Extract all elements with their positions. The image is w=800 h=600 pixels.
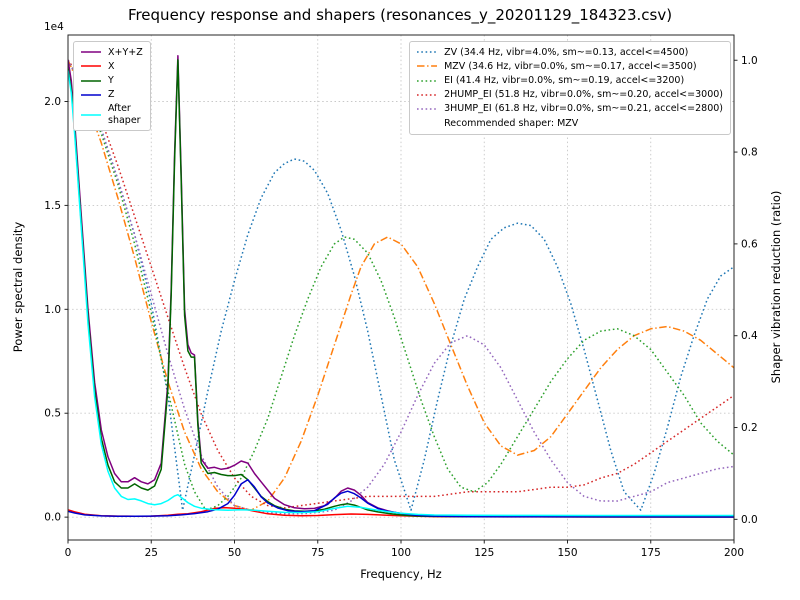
legend-item-2hump-ei: 2HUMP_EI (51.8 Hz, vibr=0.0%, sm~=0.20, … bbox=[416, 88, 723, 102]
line-mzv bbox=[68, 59, 734, 511]
x-tick-label: 50 bbox=[228, 547, 241, 559]
legend-item-3hump-ei: 3HUMP_EI (61.8 Hz, vibr=0.0%, sm~=0.21, … bbox=[416, 102, 723, 116]
legend-item-x-y-z: X+Y+Z bbox=[80, 45, 143, 59]
legend-item-mzv: MZV (34.6 Hz, vibr=0.0%, sm~=0.17, accel… bbox=[416, 59, 723, 73]
x-tick-label: 125 bbox=[474, 547, 494, 559]
legend-line-sample-icon bbox=[81, 113, 101, 116]
legend-item-zv: ZV (34.4 Hz, vibr=4.0%, sm~=0.13, accel<… bbox=[416, 45, 723, 59]
legend-line-sample-icon bbox=[81, 79, 101, 82]
legend-line-sample-icon bbox=[417, 108, 438, 110]
legend-line-sample-icon bbox=[81, 93, 101, 96]
legend-item-label: MZV (34.6 Hz, vibr=0.0%, sm~=0.17, accel… bbox=[444, 60, 697, 72]
y-axis-offset-text: 1e4 bbox=[44, 21, 64, 33]
legend-item-label: ZV (34.4 Hz, vibr=4.0%, sm~=0.13, accel<… bbox=[444, 46, 689, 58]
y-tick-label-right: 0.4 bbox=[741, 330, 758, 342]
x-tick-label: 100 bbox=[391, 547, 411, 559]
x-tick-label: 150 bbox=[557, 547, 577, 559]
legend-line-sample-icon bbox=[81, 51, 101, 53]
legend-line-sample-icon bbox=[417, 65, 438, 68]
legend-item-ei: EI (41.4 Hz, vibr=0.0%, sm~=0.19, accel<… bbox=[416, 73, 723, 87]
line-3hump-ei bbox=[68, 59, 734, 515]
x-tick-label: 25 bbox=[145, 547, 158, 559]
y-tick-label-right: 0.8 bbox=[741, 147, 758, 159]
legend-item-z: Z bbox=[80, 88, 143, 102]
legend-item-label: Z bbox=[108, 89, 115, 101]
x-tick-label: 175 bbox=[641, 547, 661, 559]
legend-item-label: 3HUMP_EI (61.8 Hz, vibr=0.0%, sm~=0.21, … bbox=[444, 103, 723, 115]
y-tick-label-right: 0.6 bbox=[741, 238, 758, 250]
legend-item-label: 2HUMP_EI (51.8 Hz, vibr=0.0%, sm~=0.20, … bbox=[444, 89, 723, 101]
legend-line-sample-icon bbox=[417, 79, 438, 82]
chart-title: Frequency response and shapers (resonanc… bbox=[127, 6, 673, 24]
legend-psd-series: X+Y+Z X Y Z After shaper bbox=[73, 41, 151, 132]
legend-item-y: Y bbox=[80, 73, 143, 87]
x-tick-label: 200 bbox=[724, 547, 744, 559]
line-zv bbox=[68, 59, 734, 511]
legend-item-label: X+Y+Z bbox=[108, 46, 143, 58]
y-tick-label-right: 1.0 bbox=[741, 55, 758, 67]
legend-item-label: X bbox=[108, 60, 115, 72]
line-y bbox=[68, 59, 734, 518]
y-tick-label-left: 1.0 bbox=[44, 304, 61, 316]
legend-item-after-shaper: After shaper bbox=[80, 102, 143, 127]
x-tick-label: 75 bbox=[311, 547, 324, 559]
legend-item-label: Y bbox=[108, 74, 114, 86]
x-axis-label: Frequency, Hz bbox=[360, 567, 442, 581]
legend-item-label: EI (41.4 Hz, vibr=0.0%, sm~=0.19, accel<… bbox=[444, 74, 685, 86]
y-tick-label-right: 0.0 bbox=[741, 514, 758, 526]
y-tick-label-right: 0.2 bbox=[741, 422, 758, 434]
y-tick-label-left: 1.5 bbox=[44, 200, 61, 212]
y-tick-label-left: 0.5 bbox=[44, 408, 61, 420]
y-tick-label-left: 2.0 bbox=[44, 96, 61, 108]
line-after-shaper bbox=[68, 70, 734, 517]
x-tick-label: 0 bbox=[65, 547, 72, 559]
y-tick-label-left: 0.0 bbox=[44, 512, 61, 524]
legend-item-label: After shaper bbox=[108, 103, 141, 126]
legend-shapers: ZV (34.4 Hz, vibr=4.0%, sm~=0.13, accel<… bbox=[409, 41, 731, 136]
legend-line-sample-icon bbox=[417, 51, 438, 53]
legend-line-sample-icon bbox=[81, 65, 101, 68]
recommended-shaper-note: Recommended shaper: MZV bbox=[444, 118, 579, 130]
legend-line-sample-icon bbox=[417, 93, 438, 96]
legend-item-x: X bbox=[80, 59, 143, 73]
